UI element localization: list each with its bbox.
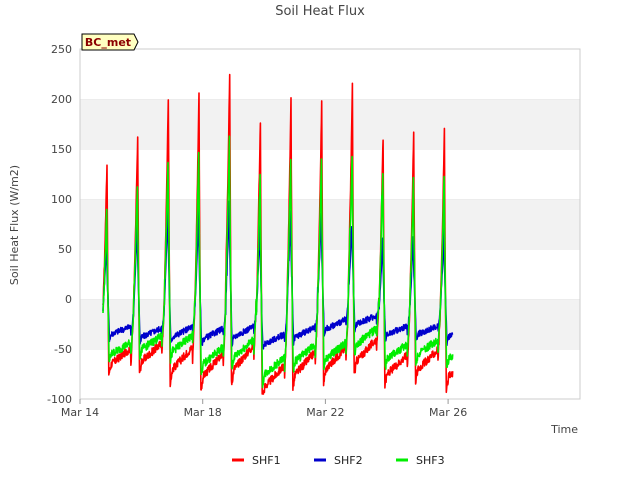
y-tick-label: 150 [51, 143, 72, 156]
legend: SHF1 SHF2 SHF3 [232, 454, 445, 467]
x-tick-label: Mar 18 [184, 406, 222, 419]
x-tick-label: Mar 26 [429, 406, 467, 419]
y-tick-label: 50 [58, 243, 72, 256]
series-line-shf2 [102, 200, 454, 350]
series-line-shf3 [102, 135, 454, 389]
plot-frame [79, 48, 581, 400]
grid-band [80, 49, 580, 99]
y-axis-label: Soil Heat Flux (W/m2) [8, 165, 21, 285]
station-badge-label: BC_met [85, 36, 131, 49]
y-axis: -100 -50 0 50 100 150 200 250 [47, 43, 72, 406]
grid-band [80, 249, 580, 299]
x-axis-label: Time [550, 423, 578, 436]
grid-bands [80, 48, 580, 399]
grid-band [80, 199, 580, 249]
grid-band [80, 99, 580, 149]
x-axis: Mar 14 Mar 18 Mar 22 Mar 26 [61, 399, 467, 419]
y-tick-label: -50 [54, 343, 72, 356]
y-tick-label: 200 [51, 93, 72, 106]
legend-label: SHF3 [416, 454, 445, 467]
grid-band [80, 149, 580, 199]
chart-title: Soil Heat Flux [275, 4, 365, 19]
y-tick-label: 250 [51, 43, 72, 56]
y-tick-label: -100 [47, 393, 72, 406]
station-badge: BC_met [81, 33, 139, 51]
legend-label: SHF2 [334, 454, 363, 467]
legend-label: SHF1 [252, 454, 281, 467]
y-tick-label: 0 [65, 293, 72, 306]
series-lines [102, 73, 454, 395]
x-tick-label: Mar 22 [306, 406, 344, 419]
x-tick-label: Mar 14 [61, 406, 99, 419]
y-tick-label: 100 [51, 193, 72, 206]
